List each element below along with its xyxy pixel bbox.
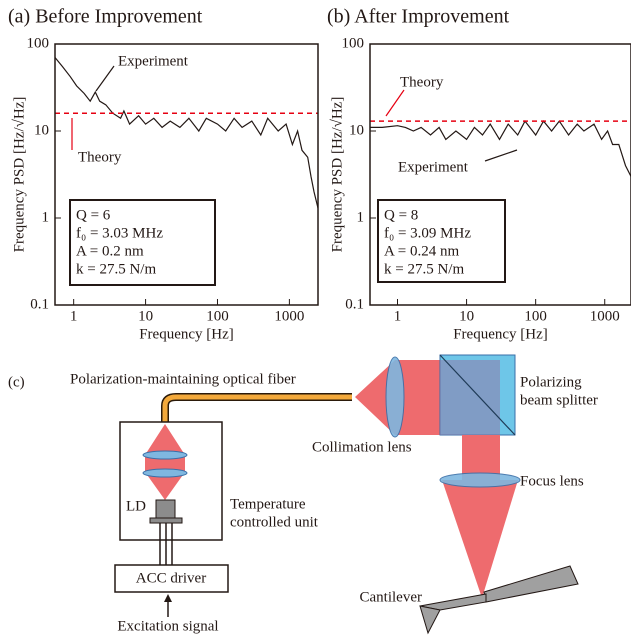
parameter-box [69,199,216,286]
arrow-head [164,594,172,602]
beam-in-cube [440,360,500,435]
x-tick-label: 1000 [274,308,304,324]
fiber-outline [161,393,352,422]
ld-base [149,517,183,524]
ld-lens [142,468,188,478]
parameter: f₀ = 3.03 MHz [76,225,163,241]
fiber-label: Polarization-maintaining optical fiber [70,371,296,387]
parameter-box [377,199,506,283]
chart-title: (b) After Improvement [327,6,510,28]
unit-label: controlled unit [230,514,319,530]
y-tick-label: 1 [42,209,50,225]
parameter: f₀ = 3.09 MHz [384,225,471,241]
y-tick-label: 10 [34,122,49,138]
ld-label: LD [126,498,146,514]
series-label: Theory [400,74,444,90]
x-axis-label: Frequency [Hz] [453,326,548,342]
series-label: Experiment [398,159,469,175]
series-line [370,119,631,177]
y-tick-label: 1 [357,209,365,225]
series-line [54,57,319,209]
y-axis-label: Frequency PSD [Hz/√Hz] [11,97,27,253]
annotation-arrow [484,149,518,162]
temperature-unit-box [119,421,223,541]
signal-label: Excitation signal [117,618,218,634]
x-tick-label: 100 [206,308,229,324]
parameter: A = 0.24 nm [384,243,459,259]
parameter: A = 0.2 nm [76,243,144,259]
splitter-label: beam splitter [520,392,598,408]
ld [155,499,176,519]
cantilever-label: Cantilever [360,589,422,605]
x-tick-label: 10 [459,308,474,324]
beam-down [462,435,500,480]
unit-label: Temperature [230,496,306,512]
parameter: Q = 8 [384,207,418,223]
x-tick-label: 1 [394,308,402,324]
y-tick-label: 10 [349,122,364,138]
annotation-arrow [385,89,405,117]
series-label: Experiment [118,53,189,69]
driver-label: ACC driver [136,570,206,586]
y-axis-label: Frequency PSD [Hz/√Hz] [329,97,345,253]
ld-lens [142,450,188,460]
parameter: k = 27.5 N/m [76,261,156,277]
series-label: Theory [78,149,122,165]
collimation-lens [385,356,405,438]
optical-diagram [114,354,579,635]
cantilever-tip [419,605,441,635]
annotation-arrow [95,65,115,92]
panel-label: (c) [8,374,25,390]
ld-beam [145,424,185,500]
y-tick-label: 0.1 [345,296,364,312]
parameter: Q = 6 [76,207,111,223]
plot-frame [369,43,631,306]
splitter-label: Polarizing [520,374,582,390]
x-tick-label: 10 [138,308,153,324]
lens-label: Focus lens [520,473,584,489]
focus-lens [439,472,521,488]
x-tick-label: 1000 [590,308,620,324]
driver-box [114,564,229,593]
cantilever [483,565,579,603]
y-tick-label: 0.1 [30,296,49,312]
lens-label: Collimation lens [312,439,412,455]
x-tick-label: 100 [524,308,547,324]
parameter: k = 27.5 N/m [384,261,464,277]
x-axis-label: Frequency [Hz] [139,326,234,342]
y-tick-label: 100 [27,35,50,51]
focused-beam [442,480,518,598]
plot-frame [54,43,319,306]
fiber [162,394,352,422]
y-tick-label: 100 [342,35,365,51]
x-tick-label: 1 [70,308,78,324]
splitter-diagonal [439,354,516,436]
chart-title: (a) Before Improvement [8,6,203,28]
